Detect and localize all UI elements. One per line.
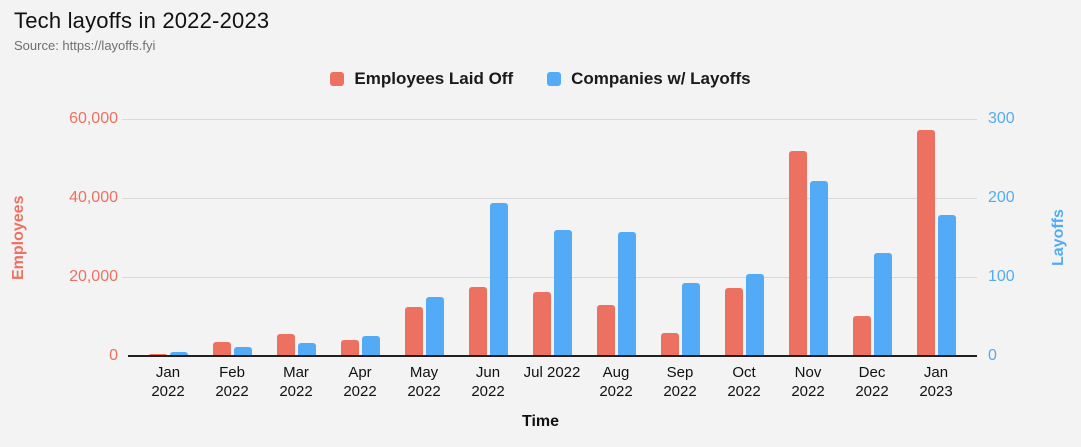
legend-label-companies: Companies w/ Layoffs bbox=[571, 69, 751, 88]
left-axis-tick-label: 20,000 bbox=[69, 268, 118, 285]
bar-employees-sep-2022 bbox=[660, 333, 679, 356]
chart-legend: Employees Laid Off Companies w/ Layoffs bbox=[0, 66, 1081, 92]
x-axis-tick-label: Dec 2022 bbox=[855, 364, 889, 400]
bar-employees-apr-2022 bbox=[340, 340, 359, 356]
gridline bbox=[122, 198, 977, 199]
bar-companies-aug-2022 bbox=[617, 231, 636, 356]
bar-employees-aug-2022 bbox=[596, 304, 615, 356]
bar-employees-oct-2022 bbox=[724, 288, 743, 356]
right-axis-tick-label: 100 bbox=[988, 268, 1015, 285]
bar-companies-may-2022 bbox=[425, 296, 444, 356]
bar-employees-nov-2022 bbox=[788, 151, 807, 356]
bar-employees-jul-2022 bbox=[532, 292, 551, 356]
legend-item-companies: Companies w/ Layoffs bbox=[547, 69, 751, 89]
bar-employees-jan-2023 bbox=[916, 130, 935, 356]
bar-companies-dec-2022 bbox=[873, 253, 892, 356]
x-axis-tick-label: Oct 2022 bbox=[727, 364, 761, 400]
x-axis-tick-label: Jul 2022 bbox=[523, 364, 581, 381]
right-axis-title: Layoffs bbox=[1050, 209, 1067, 266]
gridline bbox=[122, 277, 977, 278]
bar-companies-nov-2022 bbox=[809, 180, 828, 356]
x-axis-tick-label: Jun 2022 bbox=[471, 364, 505, 400]
gridline bbox=[122, 119, 977, 120]
bar-companies-feb-2022 bbox=[233, 347, 252, 356]
x-axis-tick-label: May 2022 bbox=[407, 364, 441, 400]
bar-employees-dec-2022 bbox=[852, 315, 871, 356]
bar-companies-mar-2022 bbox=[297, 343, 316, 356]
bar-employees-mar-2022 bbox=[276, 334, 295, 356]
bar-companies-sep-2022 bbox=[681, 282, 700, 356]
x-axis-tick-label: Mar 2022 bbox=[279, 364, 313, 400]
right-axis-tick-label: 200 bbox=[988, 189, 1015, 206]
bar-employees-feb-2022 bbox=[212, 342, 231, 356]
bar-companies-jul-2022 bbox=[553, 229, 572, 356]
bar-employees-jun-2022 bbox=[468, 286, 487, 356]
legend-item-employees: Employees Laid Off bbox=[330, 69, 513, 89]
chart-source-link: Source: https://layoffs.fyi bbox=[14, 38, 156, 53]
chart-title: Tech layoffs in 2022-2023 bbox=[14, 8, 270, 33]
bar-companies-jan-2022 bbox=[169, 352, 188, 356]
right-axis-tick-label: 300 bbox=[988, 110, 1015, 127]
bar-companies-apr-2022 bbox=[361, 336, 380, 356]
x-axis-tick-label: Feb 2022 bbox=[215, 364, 249, 400]
x-axis-tick-label: Aug 2022 bbox=[599, 364, 633, 400]
bar-companies-oct-2022 bbox=[745, 273, 764, 356]
bar-companies-jun-2022 bbox=[489, 202, 508, 356]
companies-swatch-icon bbox=[547, 72, 562, 86]
left-axis-tick-label: 0 bbox=[109, 347, 118, 364]
x-axis-tick-label: Apr 2022 bbox=[343, 364, 377, 400]
x-axis-tick-label: Jan 2022 bbox=[151, 364, 185, 400]
x-axis-tick-label: Nov 2022 bbox=[791, 364, 825, 400]
employees-swatch-icon bbox=[330, 72, 345, 86]
bar-companies-jan-2023 bbox=[937, 215, 956, 356]
bar-employees-may-2022 bbox=[404, 307, 423, 356]
left-axis-tick-label: 40,000 bbox=[69, 189, 118, 206]
x-axis-line bbox=[128, 355, 977, 357]
x-axis-tick-label: Sep 2022 bbox=[663, 364, 697, 400]
left-axis-title: Employees bbox=[10, 195, 27, 280]
left-axis-tick-label: 60,000 bbox=[69, 110, 118, 127]
x-axis-title: Time bbox=[521, 413, 560, 430]
x-axis-tick-label: Jan 2023 bbox=[919, 364, 953, 400]
right-axis-tick-label: 0 bbox=[988, 347, 997, 364]
bar-employees-jan-2022 bbox=[148, 353, 167, 356]
legend-label-employees: Employees Laid Off bbox=[354, 69, 514, 88]
